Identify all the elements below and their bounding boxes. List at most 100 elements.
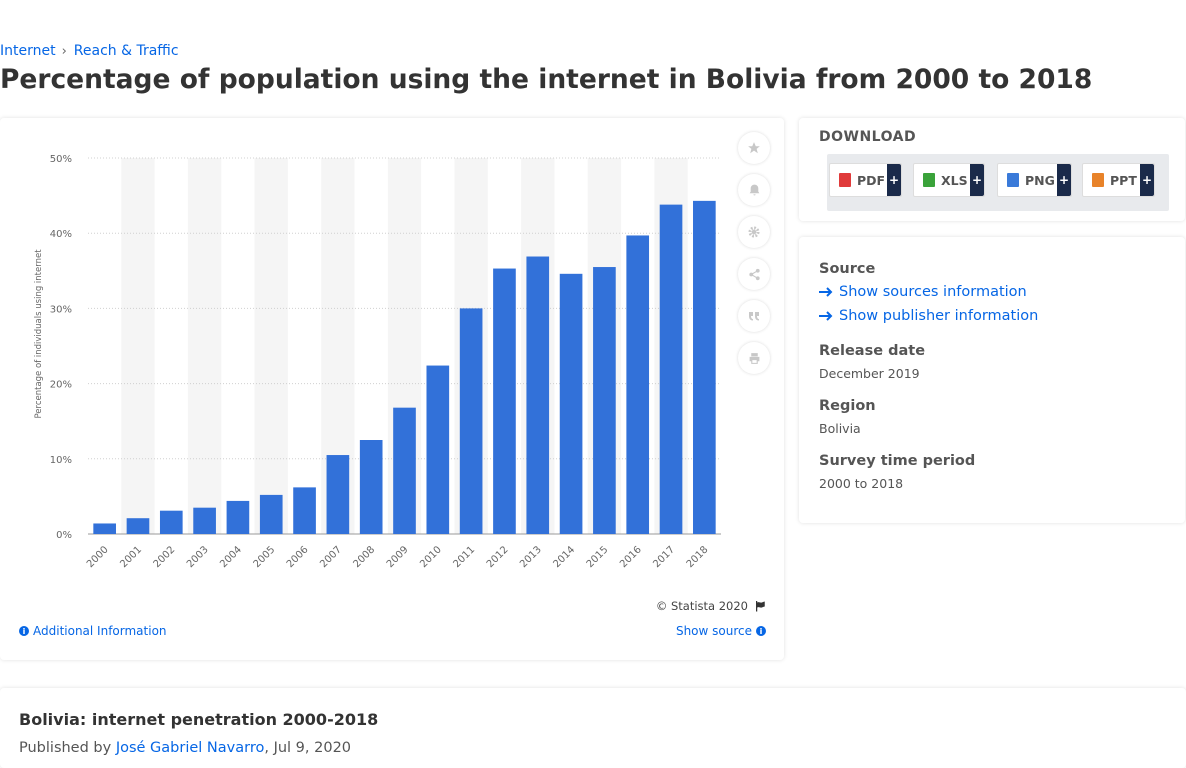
star-icon (748, 142, 760, 154)
published-by-label: Published by (19, 740, 116, 756)
page-title: Percentage of population using the inter… (0, 64, 1093, 95)
bar (493, 268, 516, 534)
notification-button[interactable] (738, 174, 770, 206)
breadcrumb: Internet › Reach & Traffic (0, 43, 179, 59)
breadcrumb-link-reach-traffic[interactable]: Reach & Traffic (73, 43, 179, 59)
download-xls-button[interactable]: XLS + (913, 163, 985, 197)
statistic-summary-card: Bolivia: internet penetration 2000-2018 … (0, 688, 1186, 768)
published-by: Published by José Gabriel Navarro, Jul 9… (19, 740, 351, 756)
plus-icon: + (970, 164, 984, 196)
x-tick-label: 2017 (651, 544, 677, 570)
bar (293, 487, 316, 534)
x-tick-label: 2015 (585, 544, 611, 570)
x-tick-label: 2012 (485, 544, 511, 570)
share-icon (748, 268, 760, 280)
x-tick-label: 2016 (618, 544, 644, 570)
x-tick-label: 2008 (352, 544, 378, 570)
x-tick-label: 2009 (385, 544, 411, 570)
breadcrumb-link-internet[interactable]: Internet (0, 43, 56, 59)
download-png-label: PNG (1025, 172, 1055, 188)
arrow-right-icon (819, 311, 833, 321)
y-tick-label: 30% (50, 304, 72, 315)
quote-icon (749, 312, 759, 321)
info-icon: i (756, 626, 766, 636)
region-value: Bolivia (819, 421, 861, 436)
bar (526, 256, 550, 534)
y-tick-label: 10% (50, 455, 72, 466)
region-heading: Region (819, 398, 876, 414)
flag-icon[interactable] (754, 600, 766, 612)
plus-icon: + (1057, 164, 1071, 196)
ppt-icon (1092, 173, 1104, 187)
bar (626, 235, 650, 534)
bar (559, 273, 583, 534)
gear-icon (748, 226, 760, 238)
bell-icon (749, 184, 759, 196)
print-button[interactable] (738, 342, 770, 374)
x-tick-label: 2007 (318, 544, 344, 570)
survey-period-heading: Survey time period (819, 453, 976, 469)
share-button[interactable] (738, 258, 770, 290)
x-tick-label: 2014 (551, 544, 577, 570)
author-link[interactable]: José Gabriel Navarro (115, 740, 265, 756)
y-tick-label: 0% (56, 530, 72, 541)
x-tick-label: 2000 (85, 544, 111, 570)
bar (259, 494, 283, 534)
x-tick-label: 2018 (685, 544, 711, 570)
download-xls-label: XLS (941, 172, 968, 188)
pdf-icon (839, 173, 851, 187)
breadcrumb-separator: › (61, 43, 67, 59)
x-tick-label: 2002 (152, 544, 178, 570)
bar (126, 518, 150, 534)
y-axis-title: Percentage of individuals using internet (34, 249, 44, 419)
chart-copyright: © Statista 2020 (656, 599, 766, 613)
bar (193, 507, 216, 534)
show-source-link[interactable]: Show source i (676, 624, 766, 638)
show-source-label: Show source (675, 624, 752, 638)
bar (159, 510, 183, 534)
y-tick-label: 50% (50, 154, 72, 165)
show-sources-link[interactable]: Show sources information (819, 284, 1027, 300)
bar (593, 267, 616, 534)
bar (426, 365, 450, 534)
x-tick-label: 2005 (252, 544, 278, 570)
x-tick-label: 2001 (118, 544, 144, 570)
download-ppt-button[interactable]: PPT + (1082, 163, 1155, 197)
x-tick-label: 2013 (518, 544, 544, 570)
survey-period-value: 2000 to 2018 (819, 476, 904, 491)
column-stripe (121, 158, 155, 534)
bar (226, 500, 250, 534)
bar (393, 407, 416, 534)
show-sources-label: Show sources information (839, 284, 1027, 300)
show-publisher-link[interactable]: Show publisher information (819, 308, 1038, 324)
info-icon: i (19, 626, 29, 636)
download-png-button[interactable]: PNG + (997, 163, 1072, 197)
download-ppt-label: PPT (1110, 172, 1137, 188)
arrow-right-icon (819, 287, 833, 297)
copyright-text: © Statista 2020 (655, 599, 748, 613)
bar (326, 455, 350, 534)
png-icon (1007, 173, 1019, 187)
chart-toolbar (738, 132, 772, 384)
settings-button[interactable] (738, 216, 770, 248)
download-buttons: PDF + XLS + PNG + PPT + (827, 154, 1169, 211)
download-card: DOWNLOAD PDF + XLS + PNG + PPT + (799, 118, 1185, 221)
y-tick-label: 20% (50, 380, 72, 391)
release-date-value: December 2019 (819, 366, 920, 381)
cite-button[interactable] (738, 300, 770, 332)
bar-chart: 0% 10% 20% 30% 40% 50% 2000 2001 2002 2003 2004 200… (34, 154, 721, 570)
chart-card: 0% 10% 20% 30% 40% 50% 2000 2001 2002 2003 2004 200… (0, 118, 784, 660)
favorite-button[interactable] (738, 132, 770, 164)
x-tick-label: 2003 (185, 544, 211, 570)
release-date-heading: Release date (819, 343, 926, 359)
x-tick-label: 2004 (218, 544, 244, 570)
additional-information-label: Additional Information (33, 624, 167, 638)
x-tick-label: 2011 (451, 544, 477, 570)
bar (659, 204, 683, 534)
additional-information-link[interactable]: i Additional Information (19, 624, 167, 638)
show-publisher-label: Show publisher information (839, 308, 1039, 324)
download-pdf-button[interactable]: PDF + (829, 163, 902, 197)
x-tick-label: 2006 (285, 544, 311, 570)
statistic-title: Bolivia: internet penetration 2000-2018 (19, 710, 379, 729)
source-heading: Source (819, 261, 876, 277)
